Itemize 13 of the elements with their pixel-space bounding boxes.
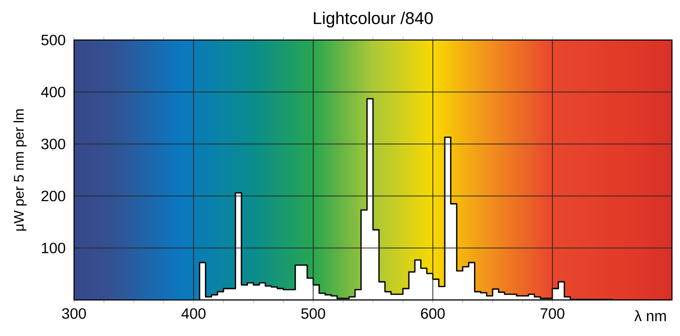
x-tick-label: 600 bbox=[421, 308, 445, 319]
y-axis-title: μW per 5 nm per lm bbox=[14, 109, 27, 231]
chart-title: Lightcolour /840 bbox=[314, 12, 433, 28]
x-tick-label: 400 bbox=[181, 308, 206, 319]
y-tick-label: 100 bbox=[42, 242, 66, 254]
x-axis-title: λ nm bbox=[634, 310, 666, 322]
y-tick-label: 500 bbox=[41, 34, 66, 46]
x-tick-label: 700 bbox=[540, 308, 564, 319]
y-tick-label: 400 bbox=[41, 86, 66, 98]
x-tick-label: 500 bbox=[301, 308, 326, 319]
y-tick-label: 300 bbox=[41, 138, 66, 150]
y-tick-label: 200 bbox=[42, 190, 66, 202]
x-tick-label: 300 bbox=[62, 308, 86, 319]
